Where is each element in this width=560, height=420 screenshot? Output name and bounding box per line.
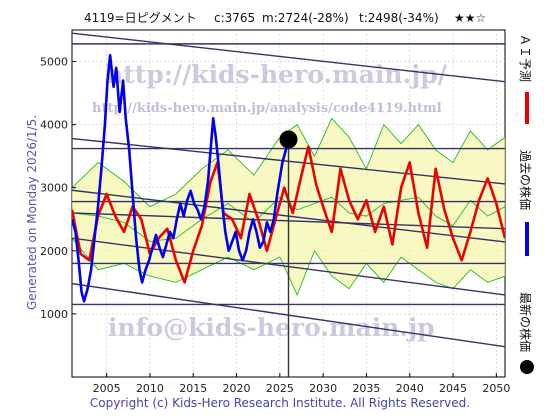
x-tick-label: 2050 xyxy=(482,382,510,395)
y-tick-label: 2000 xyxy=(40,245,68,258)
header-stars: ★★☆ xyxy=(454,11,486,25)
trend-line xyxy=(72,32,505,83)
x-tick-label: 2010 xyxy=(136,382,164,395)
x-tick-label: 2025 xyxy=(266,382,294,395)
header-m-value: m:2724(-28%) xyxy=(262,11,349,25)
legend-forecast-label: ＡＩ予測 xyxy=(518,34,532,82)
generated-date-text: Generated on Monday 2026/1/5. xyxy=(25,115,39,310)
band-middle-line xyxy=(72,196,505,242)
watermark-analysis-url: http://kids-hero.main.jp/analysis/code41… xyxy=(92,101,442,116)
y-tick-label: 5000 xyxy=(40,56,68,69)
x-tick-label: 2040 xyxy=(396,382,424,395)
x-tick-label: 2005 xyxy=(93,382,121,395)
x-tick-label: 2045 xyxy=(439,382,467,395)
watermark-url: http://kids-hero.main.jp/ xyxy=(105,60,448,89)
header-code-name: 4119=日ピグメント xyxy=(84,11,197,25)
y-tick-label: 1000 xyxy=(40,308,68,321)
legend-latest-swatch xyxy=(520,360,534,374)
y-tick-label: 4000 xyxy=(40,119,68,132)
header-t-value: t:2498(-34%) xyxy=(359,11,439,25)
x-axis-ticks: 2005 2010 2015 2020 2025 2030 2035 2040 2045 2050 xyxy=(93,373,510,395)
x-tick-label: 2030 xyxy=(309,382,337,395)
legend-past-label: 過去の株価 xyxy=(518,150,533,210)
side-legend: ＡＩ予測 過去の株価 最新の株価 xyxy=(518,34,534,374)
past-series-line xyxy=(72,53,290,303)
y-axis-ticks: 1000 2000 3000 4000 5000 xyxy=(40,56,76,321)
chart-header: 4119=日ピグメント c:3765 m:2724(-28%) t:2498(-… xyxy=(84,11,486,25)
legend-latest-label: 最新の株価 xyxy=(518,292,533,352)
band-upper-line xyxy=(72,117,505,208)
y-tick-label: 3000 xyxy=(40,182,68,195)
watermark-email: info@kids-hero.main.jp xyxy=(108,313,435,342)
latest-point xyxy=(279,130,298,149)
x-tick-label: 2015 xyxy=(179,382,207,395)
x-tick-label: 2020 xyxy=(223,382,251,395)
copyright-text: Copyright (c) Kids-Hero Research Institu… xyxy=(90,396,470,410)
header-current-value: c:3765 xyxy=(214,11,255,25)
x-tick-label: 2035 xyxy=(352,382,380,395)
